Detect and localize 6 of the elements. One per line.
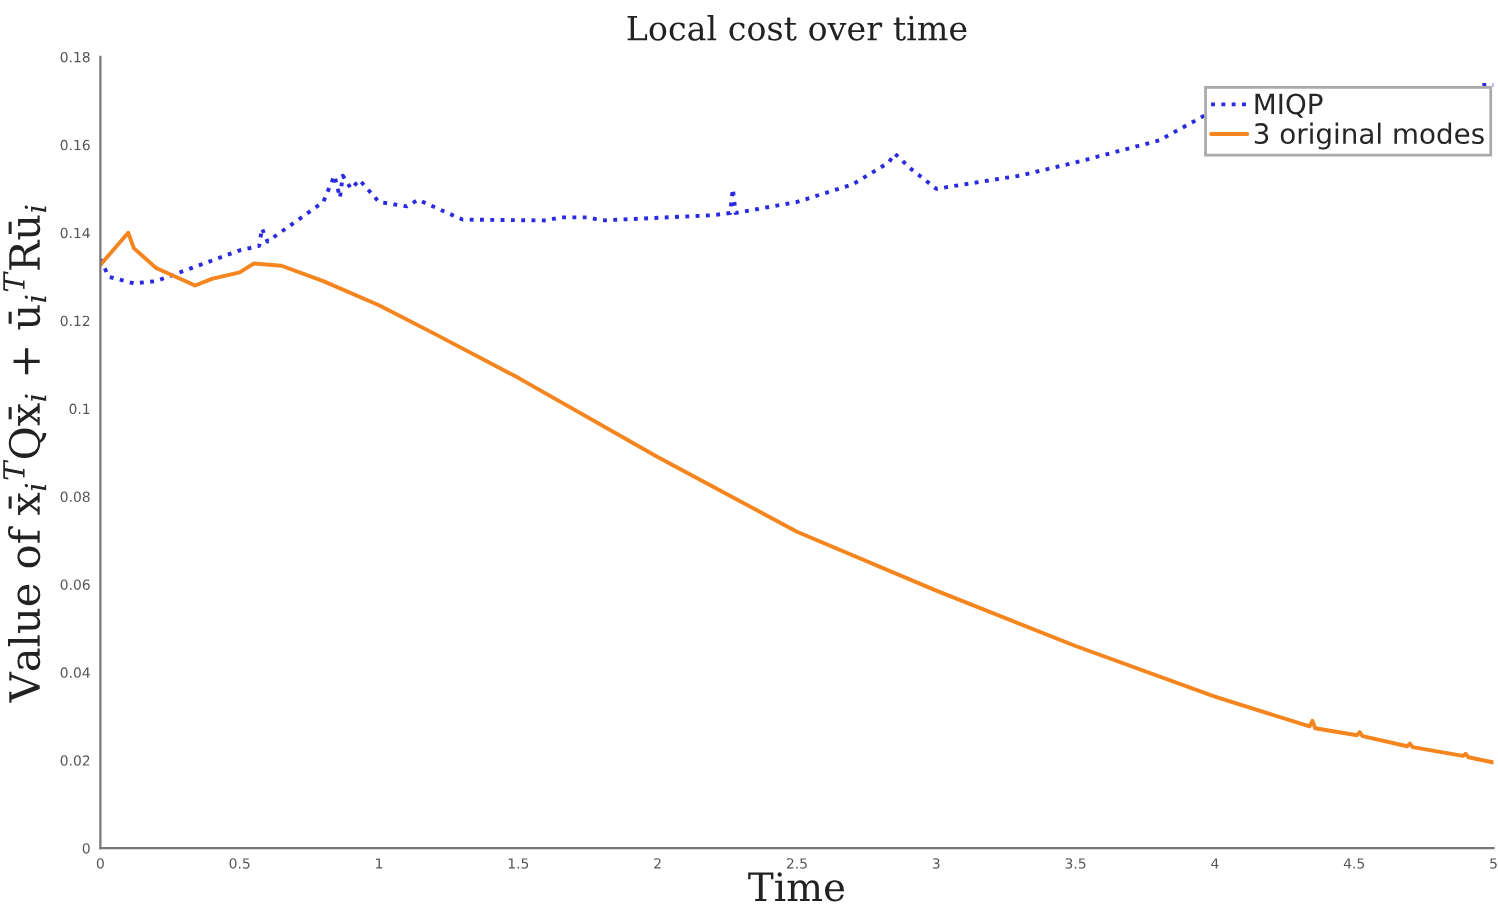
legend-label: 3 original modes bbox=[1254, 122, 1484, 150]
text: Value of x̄$_{i}$$^{T}$Qx̄$_{i}$ + ū$_{i}$$^{T}$Rū$_{i}$ bbox=[3, 205, 47, 703]
series-label: MIQP bbox=[1255, 93, 1323, 118]
line-series bbox=[100, 230, 1494, 765]
x-axis-title: Time bbox=[748, 872, 845, 902]
chart-title: Local cost over time bbox=[627, 14, 967, 41]
